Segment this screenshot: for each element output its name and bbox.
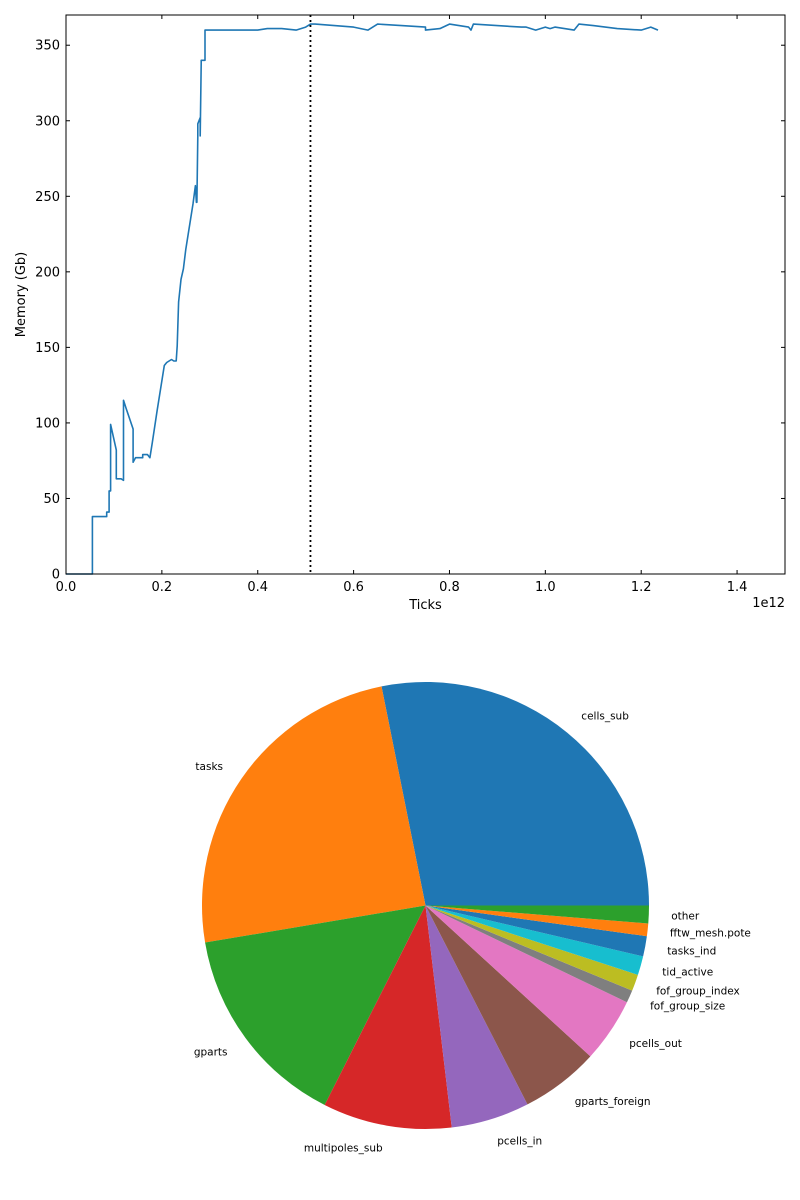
pie-label: pcells_out: [629, 1038, 682, 1050]
y-tick-label: 300: [35, 114, 60, 129]
pie-slices: [201, 681, 649, 1129]
x-tick-label: 0.6: [343, 580, 364, 595]
x-tick-label: 1.2: [631, 580, 652, 595]
y-tick-label: 50: [43, 492, 60, 507]
x-tick-label: 0.2: [152, 580, 173, 595]
pie-slice-gparts-foreign: [425, 905, 591, 1105]
y-tick-label: 350: [35, 39, 60, 54]
x-tick-label: 0.4: [247, 580, 268, 595]
x-tick-label: 0.0: [56, 580, 77, 595]
pie-slice-pcells-in: [425, 905, 528, 1128]
pie-label: tasks_ind: [667, 945, 716, 957]
pie-slice-tasks-ind: [425, 905, 647, 957]
pie-label: fftw_mesh.pote: [670, 927, 751, 939]
pie-slice-gparts: [205, 905, 426, 1105]
pie-slice-other: [425, 905, 649, 924]
memory-series-line: [66, 23, 659, 575]
y-tick-label: 150: [35, 341, 60, 356]
pie-slice-fof-group-size: [425, 905, 633, 1003]
pie-label: fof_group_size: [650, 1001, 725, 1013]
y-tick-label: 250: [35, 190, 60, 205]
y-tick-label: 200: [35, 265, 60, 280]
x-axis-ticks: 0.0 0.2 0.4 0.6 0.8 1.0 1.2 1.4: [56, 15, 748, 595]
y-tick-label: 0: [52, 568, 60, 583]
x-axis-label: Ticks: [408, 598, 442, 613]
pie-label: tid_active: [662, 967, 713, 979]
pie-label: other: [671, 910, 700, 922]
y-tick-label: 100: [35, 416, 60, 431]
pie-slice-multipoles-sub: [324, 905, 452, 1129]
plot-area: [66, 15, 785, 574]
pie-slice-fof-group-index: [425, 905, 638, 991]
pie-slice-tid-active: [425, 905, 644, 975]
x-tick-label: 1.4: [727, 580, 748, 595]
axes-frame: [65, 14, 786, 575]
y-axis-ticks: 0 50 100 150 200 250 300 350: [35, 39, 785, 583]
memory-line-chart: 0 50 100 150 200 250 300 350 0.0 0.2 0.4 0.6 0.8 1.0…: [14, 14, 786, 613]
x-tick-label: 0.8: [439, 580, 460, 595]
pie-slice-pcells-out: [425, 905, 627, 1057]
pie-label: gparts: [194, 1046, 228, 1058]
pie-label: tasks: [195, 761, 223, 773]
pie-label: multipoles_sub: [304, 1143, 383, 1155]
x-tick-label: 1.0: [535, 580, 556, 595]
pie-label: fof_group_index: [656, 986, 740, 998]
y-axis-label: Memory (Gb): [14, 252, 29, 337]
pie-slice-fftw-mesh-pote: [425, 905, 649, 937]
pie-label: gparts_foreign: [575, 1096, 651, 1108]
pie-slice-cells-sub: [381, 681, 649, 906]
pie-label: cells_sub: [581, 710, 629, 722]
pie-label: pcells_in: [497, 1136, 542, 1148]
pie-slice-tasks: [201, 686, 426, 943]
x-axis-offset-label: 1e12: [752, 596, 785, 611]
